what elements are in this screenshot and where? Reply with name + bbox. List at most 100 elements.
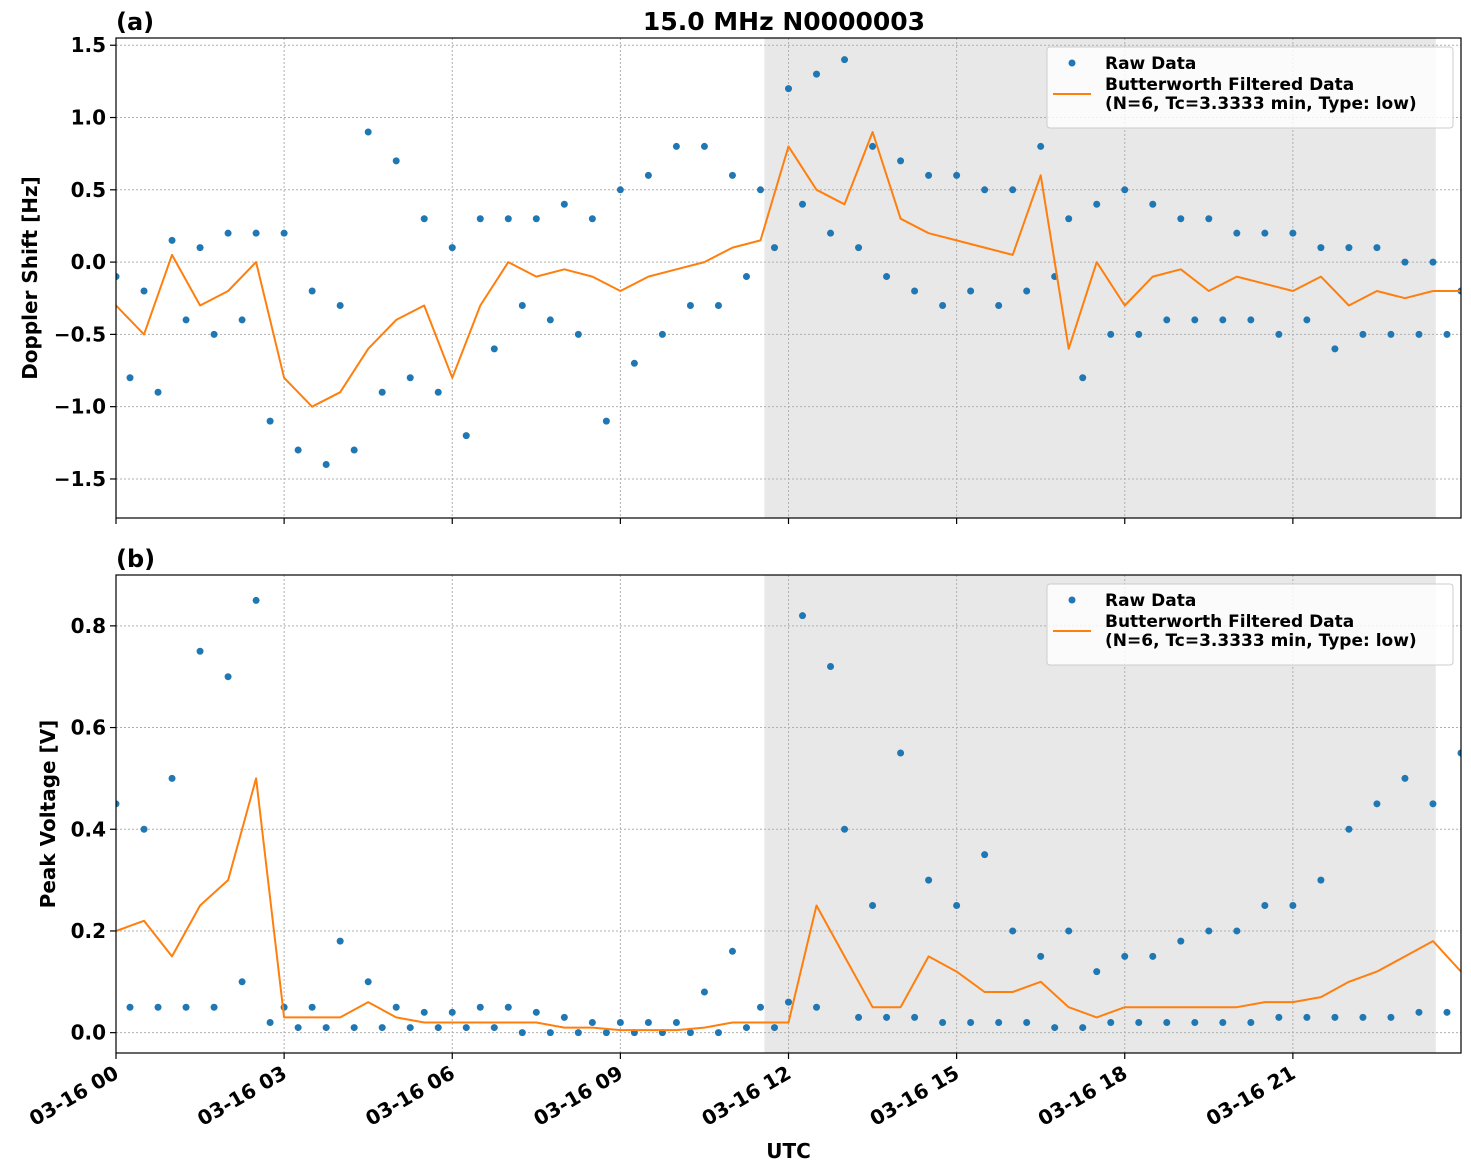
raw-point <box>1261 902 1269 910</box>
raw-point <box>574 1029 582 1037</box>
raw-point <box>785 85 792 93</box>
raw-point <box>813 1003 821 1011</box>
raw-point <box>350 1024 358 1032</box>
raw-point <box>140 825 148 833</box>
raw-point <box>714 1029 722 1037</box>
raw-point <box>252 229 260 237</box>
raw-point <box>939 1018 947 1026</box>
raw-point <box>1359 330 1367 338</box>
legend-label: Raw Data <box>1105 54 1196 74</box>
raw-point <box>1177 937 1185 945</box>
raw-point <box>490 345 498 353</box>
raw-point <box>546 1029 554 1037</box>
raw-point <box>1023 287 1031 295</box>
raw-point <box>116 273 120 281</box>
raw-point <box>560 1013 568 1021</box>
filtered-line <box>116 131 1461 408</box>
raw-point <box>1219 316 1227 324</box>
raw-point <box>925 171 933 179</box>
raw-point <box>1373 244 1381 252</box>
raw-point <box>1415 1008 1423 1016</box>
raw-point <box>448 244 456 252</box>
raw-point <box>266 1018 274 1026</box>
x-tick-label: 03-16 06 <box>361 1061 459 1131</box>
raw-point <box>672 1018 680 1026</box>
raw-point <box>799 200 807 208</box>
raw-point <box>392 1003 400 1011</box>
raw-point <box>799 612 807 620</box>
raw-point <box>700 142 708 150</box>
raw-point <box>308 287 316 295</box>
raw-point <box>364 978 372 986</box>
raw-point <box>602 1029 610 1037</box>
y-tick-label: 1.0 <box>71 106 106 130</box>
raw-point <box>1191 1018 1199 1026</box>
raw-point <box>1149 200 1157 208</box>
raw-point <box>1009 186 1017 194</box>
raw-point <box>841 825 849 833</box>
raw-point <box>616 186 624 194</box>
raw-point <box>1163 1018 1171 1026</box>
raw-point <box>294 446 302 454</box>
y-tick-label: 0.8 <box>71 614 106 638</box>
raw-point <box>1079 1024 1087 1032</box>
raw-point <box>420 1008 428 1016</box>
raw-point <box>897 157 905 165</box>
raw-point <box>126 1003 134 1011</box>
raw-point <box>1079 374 1087 382</box>
y-tick-label: 0.4 <box>71 817 106 841</box>
x-tick-label: 03-16 21 <box>1202 1061 1300 1131</box>
legend-label: Raw Data <box>1105 591 1196 611</box>
raw-point <box>322 1024 330 1032</box>
raw-point <box>392 157 400 165</box>
raw-point <box>504 215 512 223</box>
raw-point <box>602 417 610 425</box>
raw-point <box>1317 244 1325 252</box>
raw-point <box>406 1024 414 1032</box>
raw-point <box>116 800 120 808</box>
raw-point <box>280 229 288 237</box>
raw-point <box>1275 330 1283 338</box>
raw-point <box>953 171 961 179</box>
raw-point <box>827 663 835 671</box>
raw-point <box>1093 968 1101 976</box>
raw-point <box>686 301 694 309</box>
raw-point <box>196 244 204 252</box>
raw-point <box>897 749 905 757</box>
legend-label: Butterworth Filtered Data (N=6, Tc=3.3333… <box>1105 75 1417 114</box>
raw-point <box>504 1003 512 1011</box>
raw-point <box>967 1018 975 1026</box>
raw-point <box>1051 1024 1059 1032</box>
raw-point <box>350 446 358 454</box>
raw-point <box>1177 215 1185 223</box>
raw-point <box>855 244 863 252</box>
raw-point <box>154 388 162 396</box>
raw-point <box>588 1018 596 1026</box>
raw-point <box>672 142 680 150</box>
raw-point <box>770 244 778 252</box>
x-tick-label: 03-16 00 <box>25 1061 123 1131</box>
raw-point <box>728 171 736 179</box>
y-tick-label: 0.0 <box>71 250 106 274</box>
raw-point <box>1107 1018 1115 1026</box>
raw-point <box>518 301 526 309</box>
raw-point <box>1009 927 1017 935</box>
x-tick-label: 03-16 03 <box>193 1061 291 1131</box>
raw-point <box>1261 229 1269 237</box>
raw-point <box>588 215 596 223</box>
raw-point <box>224 673 232 681</box>
raw-point <box>462 1024 470 1032</box>
raw-point <box>182 1003 190 1011</box>
raw-point <box>658 330 666 338</box>
legend-box <box>1046 583 1454 666</box>
plot-area <box>116 596 1461 1037</box>
raw-point <box>434 1024 442 1032</box>
raw-point <box>981 186 989 194</box>
raw-point <box>196 647 204 655</box>
x-tick-label: 03-16 09 <box>529 1061 627 1131</box>
raw-point <box>1107 330 1115 338</box>
raw-point <box>1093 200 1101 208</box>
raw-point <box>869 902 877 910</box>
raw-point <box>364 128 372 136</box>
x-tick-label: 03-16 18 <box>1034 1061 1132 1131</box>
